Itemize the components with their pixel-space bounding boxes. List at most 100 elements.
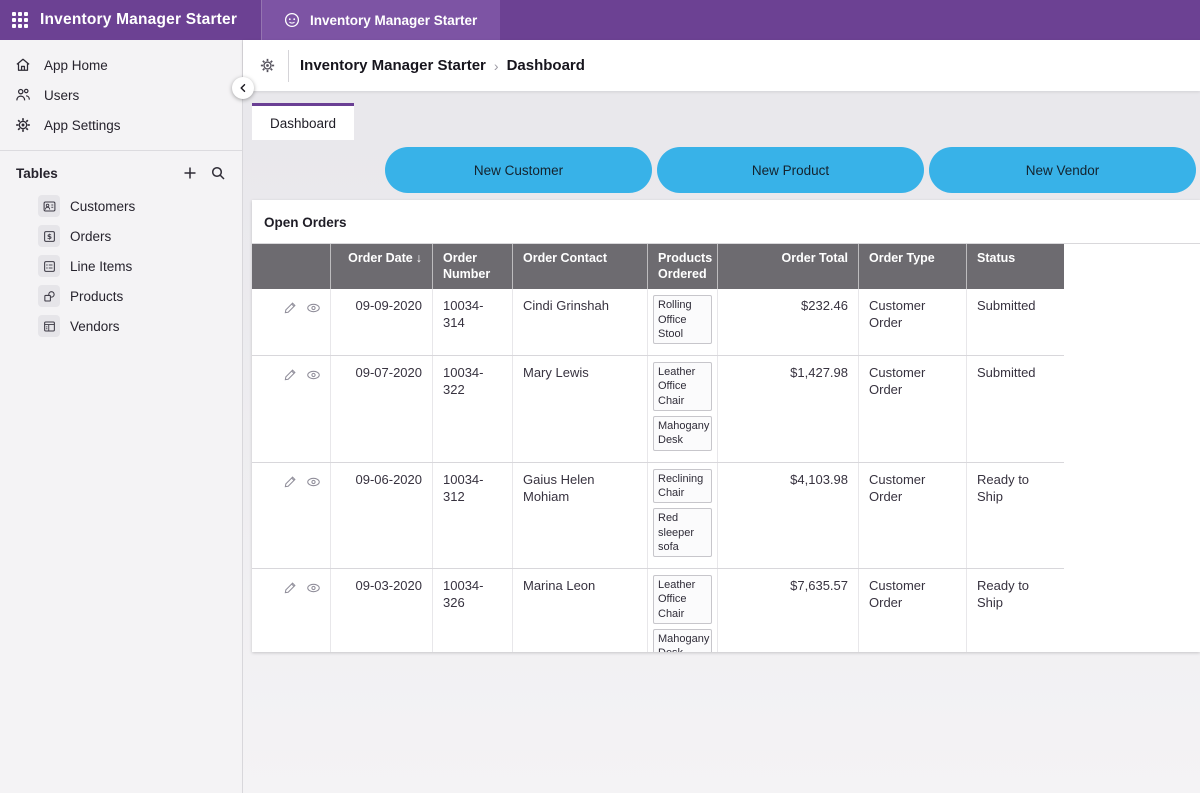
search-tables-button[interactable] — [210, 165, 226, 181]
tab-label: Dashboard — [270, 116, 336, 131]
open-orders-grid: Order Date↓ Order Number Order Contact P… — [252, 243, 1200, 652]
search-icon — [210, 165, 226, 181]
grid-header-order-date[interactable]: Order Date↓ — [330, 244, 432, 289]
sidebar-item-orders[interactable]: $ Orders — [0, 221, 242, 251]
status-cell: Submitted — [966, 289, 1064, 355]
row-actions — [252, 463, 330, 568]
sidebar-collapse-button[interactable] — [232, 77, 254, 99]
product-tag: Leather Office Chair — [653, 362, 712, 411]
products-icon — [38, 285, 60, 307]
plus-icon — [182, 165, 198, 181]
breadcrumb-app[interactable]: Inventory Manager Starter — [300, 57, 486, 74]
sidebar-item-app-settings[interactable]: App Settings — [0, 110, 242, 140]
sidebar-item-label: Users — [44, 88, 79, 103]
table-row: 09-07-2020 10034-322 Mary Lewis Leather … — [252, 356, 1064, 462]
order-contact-cell: Mary Lewis — [512, 356, 647, 461]
app-logo-icon — [284, 12, 300, 28]
order-number-cell: 10034-312 — [432, 463, 512, 568]
home-icon — [14, 56, 32, 74]
order-total-cell: $4,103.98 — [717, 463, 858, 568]
new-vendor-button[interactable]: New Vendor — [929, 147, 1196, 193]
new-product-button[interactable]: New Product — [657, 147, 924, 193]
sidebar-item-users[interactable]: Users — [0, 80, 242, 110]
edit-icon[interactable] — [282, 474, 298, 490]
app-tab[interactable]: Inventory Manager Starter — [262, 0, 500, 40]
order-type-cell: Customer Order — [858, 289, 966, 355]
gear-icon — [14, 116, 32, 134]
product-tag: Mahogany Desk — [653, 416, 712, 451]
order-total-cell: $232.46 — [717, 289, 858, 355]
chevron-left-icon — [237, 82, 249, 94]
users-icon — [14, 86, 32, 104]
grid-header-order-number[interactable]: Order Number — [432, 244, 512, 289]
product-tag: Leather Office Chair — [653, 575, 712, 624]
vendors-icon — [38, 315, 60, 337]
grid-header-order-type[interactable]: Order Type — [858, 244, 966, 289]
sidebar-item-label: App Settings — [44, 118, 121, 133]
line-items-icon — [38, 255, 60, 277]
breadcrumb-separator-icon: › — [494, 58, 499, 74]
new-customer-button[interactable]: New Customer — [385, 147, 652, 193]
top-bar: Inventory Manager Starter Inventory Mana… — [0, 0, 1200, 40]
table-row: 09-09-2020 10034-314 Cindi Grinshah Roll… — [252, 289, 1064, 356]
sidebar-item-customers[interactable]: Customers — [0, 191, 242, 221]
grid-header-order-contact[interactable]: Order Contact — [512, 244, 647, 289]
product-tag: Rolling Office Stool — [653, 295, 712, 344]
view-icon[interactable] — [305, 580, 322, 596]
order-total-cell: $7,635.57 — [717, 569, 858, 652]
app-tab-label: Inventory Manager Starter — [310, 13, 477, 28]
products-ordered-cell: Reclining Chair Red sleeper sofa — [647, 463, 717, 568]
main-area: Inventory Manager Starter › Dashboard Da… — [243, 40, 1200, 793]
breadcrumb-divider — [288, 50, 289, 82]
row-actions — [252, 289, 330, 355]
products-ordered-cell: Rolling Office Stool — [647, 289, 717, 355]
tab-dashboard[interactable]: Dashboard — [252, 103, 354, 140]
sidebar-item-products[interactable]: Products — [0, 281, 242, 311]
view-icon[interactable] — [305, 367, 322, 383]
product-tag: Red sleeper sofa — [653, 508, 712, 557]
breadcrumb-page: Dashboard — [507, 57, 585, 74]
sidebar: App Home Users App Setti — [0, 40, 243, 793]
grid-header-products-ordered[interactable]: Products Ordered — [647, 244, 717, 289]
tables-title: Tables — [16, 166, 170, 181]
tables-section-header: Tables — [0, 157, 242, 191]
open-orders-card: Open Orders Order Date↓ Order Number Ord… — [252, 200, 1200, 652]
table-row: 09-03-2020 10034-326 Marina Leon Leather… — [252, 569, 1064, 652]
products-ordered-cell: Leather Office Chair Mahogany Desk Red s… — [647, 569, 717, 652]
gear-icon[interactable] — [259, 57, 276, 74]
view-icon[interactable] — [305, 474, 322, 490]
order-number-cell: 10034-322 — [432, 356, 512, 461]
sidebar-item-label: App Home — [44, 58, 108, 73]
row-actions — [252, 569, 330, 652]
grid-header-order-total[interactable]: Order Total — [717, 244, 858, 289]
sidebar-item-vendors[interactable]: Vendors — [0, 311, 242, 341]
open-orders-title: Open Orders — [252, 200, 1200, 243]
brand-area: Inventory Manager Starter — [0, 0, 262, 40]
view-icon[interactable] — [305, 300, 322, 316]
sidebar-item-label: Customers — [70, 199, 135, 214]
sidebar-item-line-items[interactable]: Line Items — [0, 251, 242, 281]
order-date-cell: 09-06-2020 — [330, 463, 432, 568]
svg-text:$: $ — [47, 232, 52, 241]
waffle-menu-icon[interactable] — [12, 12, 28, 28]
grid-header-status[interactable]: Status — [966, 244, 1064, 289]
order-date-cell: 09-09-2020 — [330, 289, 432, 355]
sidebar-item-app-home[interactable]: App Home — [0, 50, 242, 80]
edit-icon[interactable] — [282, 300, 298, 316]
sidebar-divider — [0, 150, 242, 151]
order-contact-cell: Gaius Helen Mohiam — [512, 463, 647, 568]
table-row: 09-06-2020 10034-312 Gaius Helen Mohiam … — [252, 463, 1064, 569]
sidebar-item-label: Vendors — [70, 319, 120, 334]
product-tag: Reclining Chair — [653, 469, 712, 504]
order-type-cell: Customer Order — [858, 569, 966, 652]
order-number-cell: 10034-314 — [432, 289, 512, 355]
orders-icon: $ — [38, 225, 60, 247]
products-ordered-cell: Leather Office Chair Mahogany Desk — [647, 356, 717, 461]
add-table-button[interactable] — [182, 165, 198, 181]
order-type-cell: Customer Order — [858, 463, 966, 568]
order-date-cell: 09-07-2020 — [330, 356, 432, 461]
status-cell: Ready to Ship — [966, 569, 1064, 652]
edit-icon[interactable] — [282, 580, 298, 596]
sort-desc-icon: ↓ — [416, 251, 422, 265]
edit-icon[interactable] — [282, 367, 298, 383]
